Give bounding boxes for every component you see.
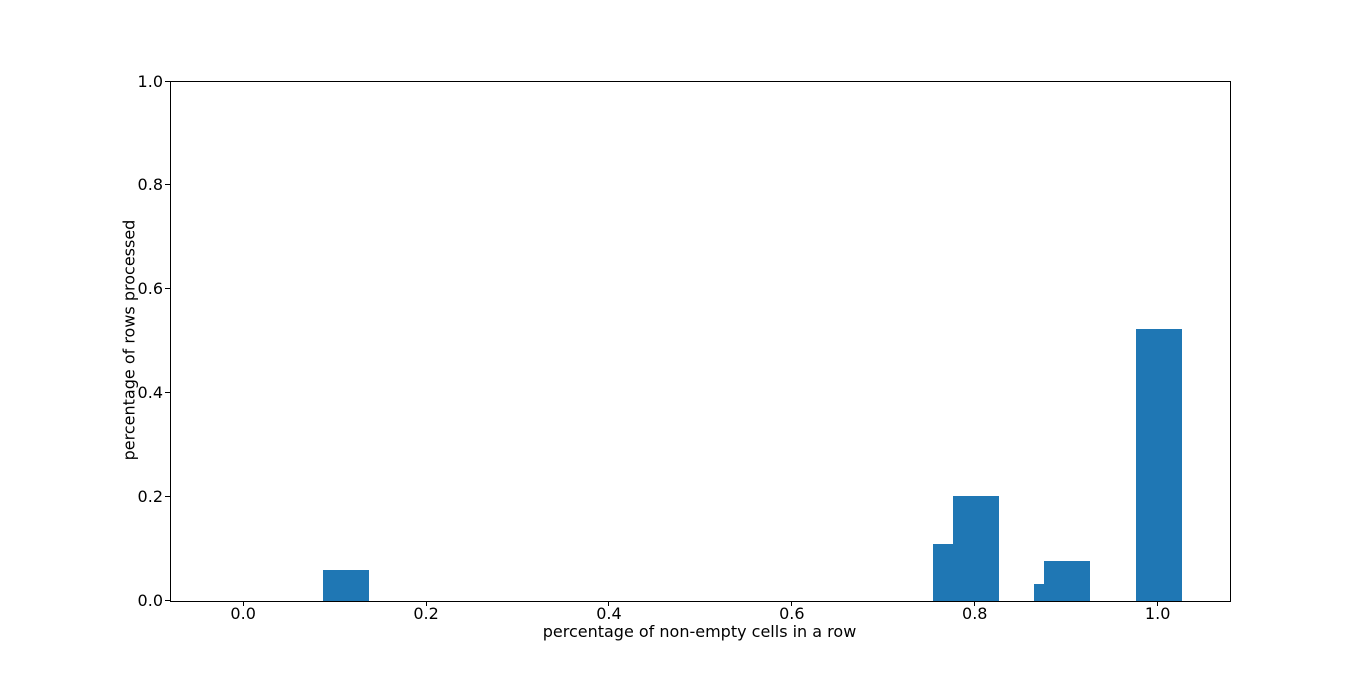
x-tick-mark — [1157, 601, 1159, 606]
bars-layer — [171, 82, 1230, 601]
y-tick-mark — [165, 495, 170, 497]
x-tick-label: 1.0 — [1144, 604, 1171, 623]
y-tick-label: 1.0 — [137, 71, 163, 91]
y-tick-mark — [165, 184, 170, 186]
x-tick-mark — [974, 601, 976, 606]
bar — [322, 569, 369, 601]
x-tick-label: 0.2 — [413, 604, 439, 623]
x-tick-label: 0.6 — [779, 604, 805, 623]
x-tick-label: 0.0 — [230, 604, 256, 623]
plot-area — [170, 81, 1231, 602]
x-axis-label: percentage of non-empty cells in a row — [542, 622, 857, 641]
x-tick-mark — [425, 601, 427, 606]
y-tick-label: 0.0 — [137, 590, 163, 610]
x-tick-mark — [608, 601, 610, 606]
x-tick-mark — [791, 601, 793, 606]
bar — [952, 496, 999, 601]
y-tick-label: 0.2 — [137, 486, 163, 506]
y-tick-mark — [165, 80, 170, 82]
y-tick-mark — [165, 391, 170, 393]
y-tick-label: 0.4 — [137, 382, 163, 402]
x-tick-label: 0.4 — [596, 604, 622, 623]
y-tick-mark — [165, 288, 170, 290]
bar — [1135, 329, 1182, 601]
x-tick-mark — [242, 601, 244, 606]
y-tick-label: 0.8 — [137, 175, 163, 195]
y-axis-label: percentage of rows processed — [119, 219, 139, 461]
x-tick-label: 0.8 — [962, 604, 988, 623]
y-tick-label: 0.6 — [137, 279, 163, 299]
y-tick-mark — [165, 599, 170, 601]
bar — [1044, 560, 1091, 601]
